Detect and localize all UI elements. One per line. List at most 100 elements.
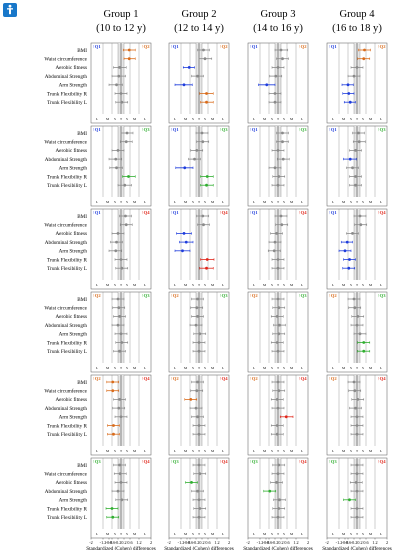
effect-zone-label: M [290,283,293,287]
effect-zone-label: M [342,532,345,536]
point-estimate [205,175,209,178]
person-info-icon [3,3,17,17]
effect-zone-label: S [271,283,273,287]
point-estimate [279,48,283,52]
quartile-label-right: ↑Q2 [298,44,307,49]
point-estimate [183,166,187,170]
effect-zone-label: M [133,366,136,370]
point-estimate [281,57,284,61]
variable-label: Waist circumference [44,222,87,229]
effect-zone-label: M [290,366,293,370]
x-axis-label: Standardized (Cohen) differences [243,545,313,550]
point-estimate [116,323,120,327]
x-tick-label: 0.2 [278,540,283,545]
point-estimate [274,74,278,78]
point-estimate [277,306,281,310]
effect-zone-label: M [263,366,266,370]
variable-label: Trunk Flexibility L [47,266,87,272]
x-tick-label: -0.2 [272,540,279,545]
quartile-label-left: ↑Q3 [250,459,259,464]
effect-zone-label: S [271,532,273,536]
effect-zone-label: L [380,449,382,453]
point-estimate [273,166,277,170]
column-title: Group 4 [339,9,375,20]
point-estimate [112,424,115,427]
variable-label: Aerobic fitness [55,64,87,71]
effect-zone-label: M [184,532,187,536]
point-estimate [276,472,280,476]
effect-zone-label: S [362,283,364,287]
quartile-label-right: ↑Q2 [141,44,150,49]
effect-zone-label: M [133,117,136,121]
point-estimate [275,232,278,235]
quartile-label-left: ↑Q2 [93,293,102,298]
variable-label: Trunk Flexibility L [47,349,87,355]
variable-label: Aerobic fitness [55,396,87,403]
effect-zone-label: T [356,200,359,204]
point-estimate [355,515,359,519]
effect-zone-label: T [356,366,359,370]
point-estimate [114,157,118,161]
effect-zone-label: L [222,283,224,287]
variable-label: Arm Strength [59,415,88,421]
point-estimate [120,266,124,270]
effect-zone-label: S [350,200,352,204]
effect-zone-label: L [144,200,146,204]
point-estimate [119,92,123,95]
x-tick-label: -0.6 [109,540,116,545]
point-estimate [125,131,129,135]
effect-zone-label: S [362,200,364,204]
point-estimate [277,463,281,467]
effect-zone-label: T [356,532,359,536]
point-estimate [115,83,118,87]
point-estimate [273,92,277,95]
effect-zone-label: M [184,449,187,453]
effect-zone-label: S [114,200,116,204]
column-subtitle: (10 to 12 y) [96,23,146,34]
point-estimate [114,249,118,253]
point-estimate [202,223,205,227]
variable-label: BMI [77,131,87,137]
quartile-label-left: ↑Q2 [93,376,102,381]
x-tick-label: 0.6 [363,540,368,545]
point-estimate [362,341,366,344]
quartile-label-left: ↑Q1 [171,44,180,49]
variable-label: Trunk Flexibility L [47,515,87,521]
effect-zone-label: L [253,449,255,453]
effect-zone-label: M [211,449,214,453]
effect-zone-label: M [106,532,109,536]
point-estimate [196,297,199,301]
effect-zone-label: M [342,200,345,204]
point-estimate [355,463,359,467]
effect-zone-label: M [263,532,266,536]
effect-zone-label: M [290,532,293,536]
point-estimate [276,258,280,261]
variable-label: Trunk Flexibility L [47,100,87,106]
point-estimate [276,183,280,187]
point-estimate [111,380,115,384]
point-estimate [197,341,201,344]
effect-zone-label: S [114,117,116,121]
point-estimate [118,66,121,69]
point-estimate [354,175,357,178]
variable-label: BMI [77,380,87,386]
point-estimate [281,157,285,161]
x-tick-label: 2 [228,540,230,545]
effect-zone-label: L [301,449,303,453]
x-tick-label: 0.6 [127,540,132,545]
point-estimate [127,48,131,52]
effect-zone-label: L [222,449,224,453]
point-estimate [351,166,354,170]
effect-zone-label: L [222,532,224,536]
point-estimate [116,232,120,235]
variable-label: Aerobic fitness [55,313,87,320]
effect-zone-label: M [133,532,136,536]
point-estimate [205,258,209,261]
point-estimate [119,332,123,336]
point-estimate [363,48,366,52]
variable-label: Waist circumference [44,388,87,395]
effect-zone-label: S [192,200,194,204]
effect-zone-label: M [184,117,187,121]
point-estimate [355,507,359,510]
point-estimate [205,266,208,270]
